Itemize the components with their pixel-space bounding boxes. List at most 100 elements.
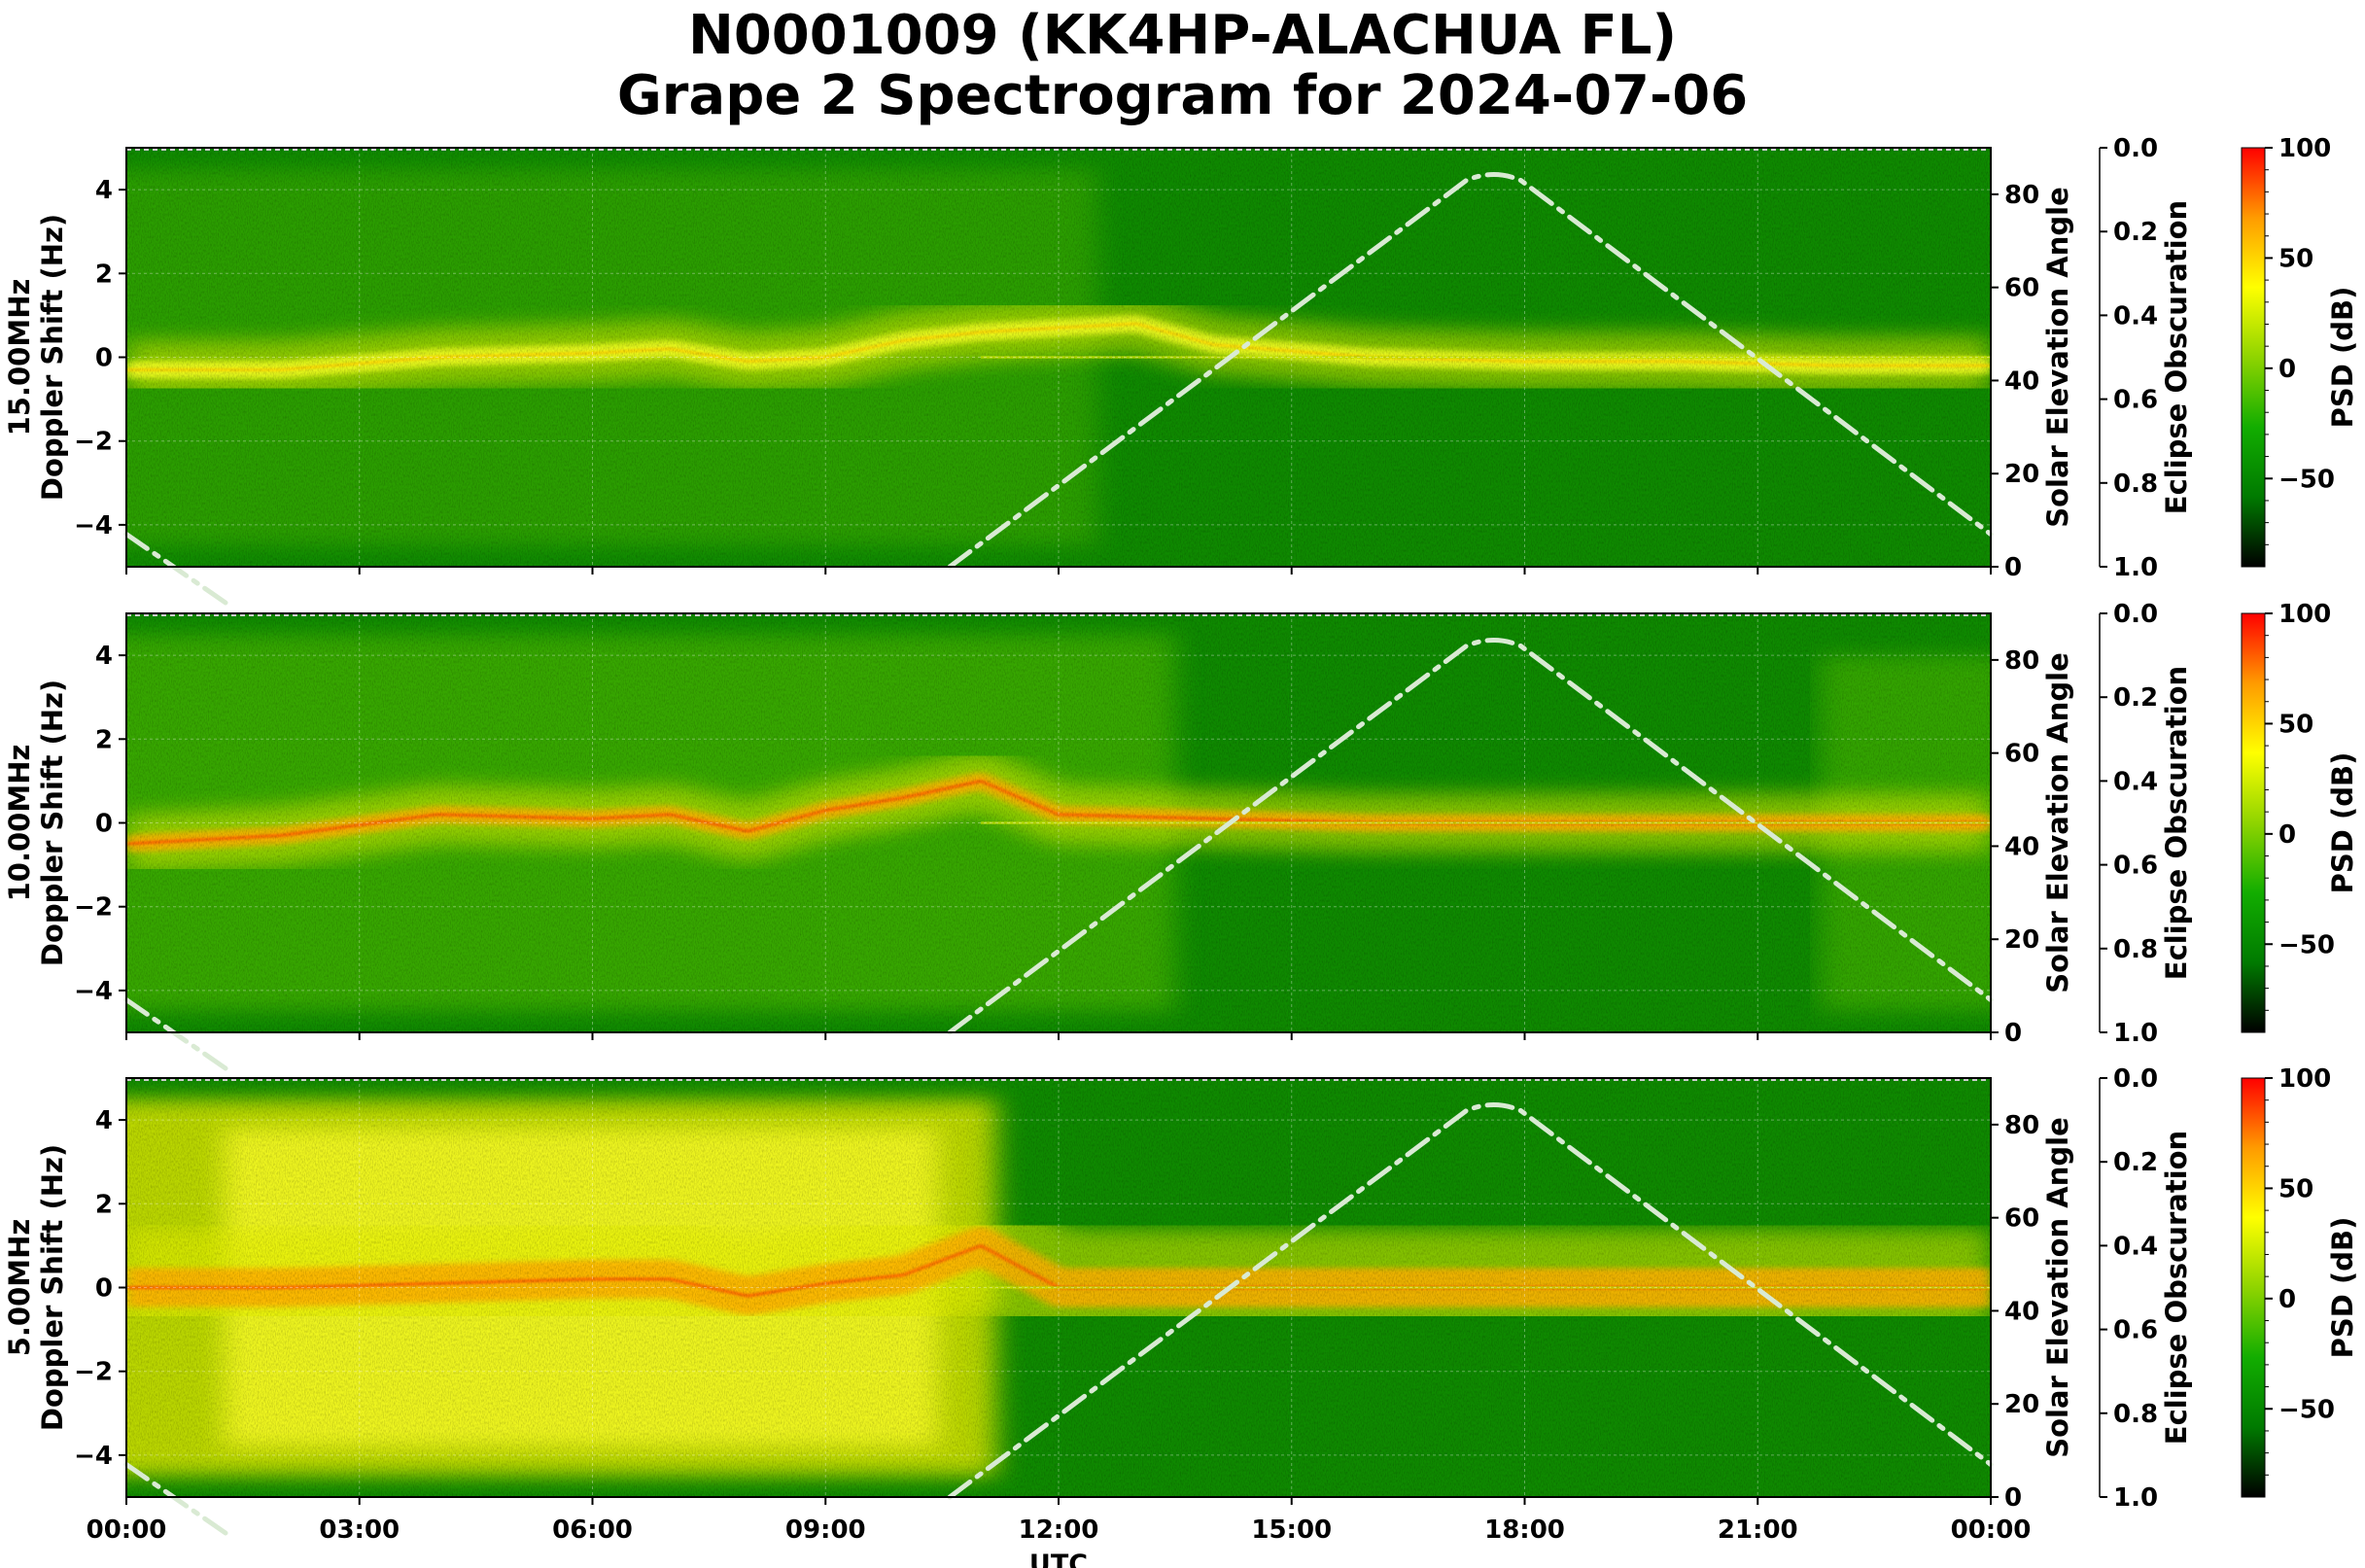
solar-elevation-label: Solar Elevation Angle [2041,1117,2074,1458]
eclipse-obscuration-label: Eclipse Obscuration [2160,200,2193,514]
right-tick-label: 40 [2004,366,2039,396]
colorbar [2241,147,2266,568]
solar-elevation-curve [123,1102,1994,1537]
y-tick-label: 0 [95,810,113,839]
colorbar-tick-label: −50 [2278,465,2335,494]
solar-elevation-label: Solar Elevation Angle [2041,652,2074,993]
x-axis-label: UTC [1029,1550,1088,1568]
y-axis-label: Doppler Shift (Hz) [36,679,69,966]
y-tick-label: −4 [74,977,113,1006]
eclipse-tick-label: 0.6 [2113,1316,2158,1345]
right-tick-label: 40 [2004,1297,2039,1326]
eclipse-tick-label: 0.4 [2113,301,2158,331]
y-tick-label: −2 [74,893,113,923]
colorbar-tick-label: 0 [2278,820,2296,850]
y-tick-label: 2 [95,1190,113,1219]
right-tick-label: 60 [2004,274,2039,303]
y-tick-label: 2 [95,725,113,754]
panel-10-00mhz: 420−2−410.00MHz Doppler Shift (Hz)8060402… [3,600,2359,1072]
y-tick-label: 4 [95,642,113,671]
colorbar-tick-label: 100 [2278,134,2331,163]
x-tick-label: 21:00 [1718,1516,1798,1545]
spectrogram-image [126,1078,1991,1497]
eclipse-tick-label: 0.6 [2113,852,2158,881]
spectrogram-image [126,148,1991,567]
colorbar-tick-label: −50 [2278,1395,2335,1424]
x-tick-label: 00:00 [1951,1516,2032,1545]
x-tick-label: 12:00 [1019,1516,1099,1545]
right-tick-label: 20 [2004,460,2039,489]
y-tick-label: −2 [74,428,113,457]
colorbar-label: PSD (dB) [2326,752,2359,894]
y-tick-label: −4 [74,1442,113,1471]
right-tick-label: 0 [2004,1483,2022,1513]
x-tick-label: 03:00 [319,1516,400,1545]
y-axis-label: Doppler Shift (Hz) [36,214,69,501]
eclipse-tick-label: 0.8 [2113,935,2158,964]
colorbar-label: PSD (dB) [2326,1217,2359,1359]
y-tick-label: −2 [74,1358,113,1387]
colorbar-tick-label: −50 [2278,930,2335,959]
eclipse-tick-label: 0.8 [2113,470,2158,499]
eclipse-tick-label: 0.0 [2113,600,2158,629]
eclipse-tick-label: 0.4 [2113,1232,2158,1261]
solar-elevation-curve [123,638,1994,1072]
noise-texture [126,1078,1991,1497]
right-tick-label: 60 [2004,1204,2039,1234]
right-tick-label: 60 [2004,740,2039,769]
frequency-label: 10.00MHz [3,745,36,902]
frequency-label: 5.00MHz [3,1219,36,1357]
eclipse-tick-label: 0.0 [2113,134,2158,163]
right-tick-label: 80 [2004,646,2039,676]
colorbar-tick-label: 100 [2278,600,2331,629]
y-tick-label: −4 [74,511,113,540]
panel-15-00mhz: 420−2−415.00MHz Doppler Shift (Hz)8060402… [3,134,2359,607]
right-tick-label: 20 [2004,925,2039,955]
x-tick-label: 15:00 [1251,1516,1332,1545]
right-tick-label: 0 [2004,553,2022,582]
eclipse-tick-label: 1.0 [2113,1019,2158,1048]
colorbar [2241,1077,2266,1498]
eclipse-tick-label: 0.2 [2113,218,2158,247]
right-tick-label: 40 [2004,832,2039,861]
colorbar-tick-label: 100 [2278,1064,2331,1094]
noise-texture [126,148,1991,567]
colorbar-tick-label: 50 [2278,1174,2313,1203]
eclipse-tick-label: 0.8 [2113,1400,2158,1429]
colorbar-label: PSD (dB) [2326,287,2359,429]
solar-elevation-curve [123,172,1994,607]
eclipse-tick-label: 0.6 [2113,386,2158,415]
colorbar-tick-label: 0 [2278,1285,2296,1314]
eclipse-tick-label: 0.0 [2113,1064,2158,1094]
colorbar [2241,612,2266,1033]
y-tick-label: 4 [95,1106,113,1135]
panel-5-00mhz: 420−2−45.00MHz Doppler Shift (Hz)80604020… [3,1064,2359,1537]
y-axis-label: Doppler Shift (Hz) [36,1144,69,1431]
x-tick-label: 18:00 [1484,1516,1565,1545]
eclipse-tick-label: 1.0 [2113,1483,2158,1513]
y-tick-label: 0 [95,344,113,373]
x-tick-label: 06:00 [552,1516,633,1545]
right-tick-label: 0 [2004,1019,2022,1048]
figure-title-line-2: Grape 2 Spectrogram for 2024-07-06 [616,64,1749,127]
colorbar-tick-label: 50 [2278,710,2313,739]
y-tick-label: 2 [95,260,113,289]
figure-title-line-1: N0001009 (KK4HP-ALACHUA FL) [687,4,1678,67]
right-tick-label: 80 [2004,1111,2039,1140]
right-tick-label: 80 [2004,181,2039,210]
eclipse-obscuration-label: Eclipse Obscuration [2160,1131,2193,1445]
spectrogram-image [126,613,1991,1032]
y-tick-label: 4 [95,176,113,205]
x-tick-label: 09:00 [785,1516,866,1545]
noise-texture [126,613,1991,1032]
eclipse-tick-label: 0.2 [2113,683,2158,713]
y-tick-label: 0 [95,1274,113,1304]
frequency-label: 15.00MHz [3,279,36,436]
colorbar-tick-label: 50 [2278,244,2313,273]
eclipse-tick-label: 1.0 [2113,553,2158,582]
eclipse-obscuration-label: Eclipse Obscuration [2160,666,2193,980]
eclipse-tick-label: 0.2 [2113,1148,2158,1177]
colorbar-tick-label: 0 [2278,355,2296,384]
solar-elevation-label: Solar Elevation Angle [2041,187,2074,528]
